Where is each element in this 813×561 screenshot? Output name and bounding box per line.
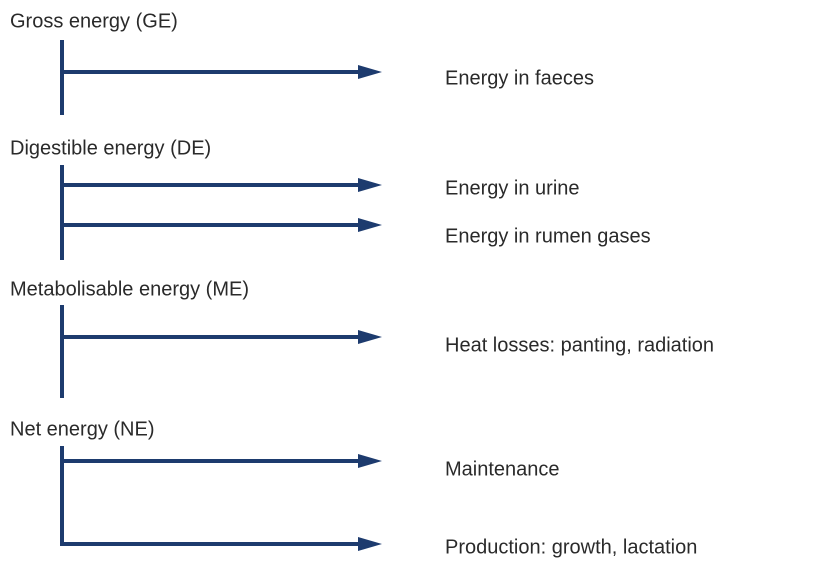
connector [60, 40, 382, 115]
output-label: Production: growth, lactation [445, 536, 697, 558]
output-label: Heat losses: panting, radiation [445, 334, 714, 356]
stage-label: Net energy (NE) [10, 418, 155, 440]
stage-label: Metabolisable energy (ME) [10, 278, 249, 300]
connector [60, 305, 382, 398]
output-label: Maintenance [445, 458, 560, 480]
connector [60, 165, 382, 260]
stage-label: Gross energy (GE) [10, 10, 178, 32]
output-label: Energy in faeces [445, 67, 594, 89]
output-label: Energy in rumen gases [445, 225, 651, 247]
connector [60, 446, 382, 551]
stage-label: Digestible energy (DE) [10, 137, 211, 159]
output-label: Energy in urine [445, 177, 580, 199]
